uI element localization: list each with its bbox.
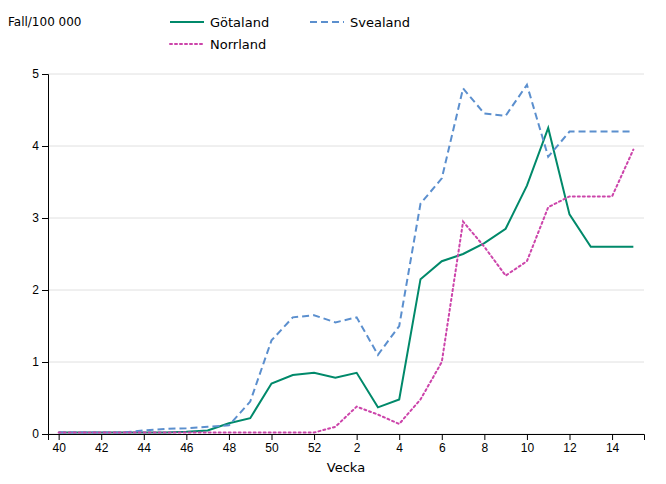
x-tick-label: 14 [606, 441, 620, 455]
chart: 404244464850522468101214012345VeckaFall/… [0, 0, 666, 484]
x-tick-label: 42 [95, 441, 109, 455]
x-tick-mark [527, 434, 528, 440]
x-tick-label: 10 [521, 441, 535, 455]
x-tick-label: 44 [138, 441, 152, 455]
legend: Götaland Svealand Norrland [170, 15, 410, 52]
x-tick-mark [101, 434, 102, 440]
x-tick-mark [612, 434, 613, 440]
x-tick: 2 [354, 434, 361, 455]
y-tick-mark [42, 218, 48, 219]
x-tick-mark [399, 434, 400, 440]
x-axis-title: Vecka [327, 460, 365, 475]
x-tick-label: 2 [354, 441, 361, 455]
y-axis: 0 1 2 3 4 5 [32, 67, 48, 441]
y-tick-mark [42, 290, 48, 291]
grid [48, 74, 644, 434]
x-tick-label: 8 [482, 441, 489, 455]
x-tick: 50 [265, 434, 279, 455]
legend-label: Norrland [210, 37, 266, 52]
y-tick-label: 3 [32, 211, 39, 225]
legend-swatch [170, 43, 204, 45]
grid-line [48, 74, 644, 75]
grid-line [48, 290, 644, 291]
x-tick: 48 [223, 434, 237, 455]
legend-swatch [310, 21, 344, 23]
x-tick: 14 [606, 434, 620, 455]
y-tick-label: 5 [32, 67, 39, 81]
x-axis: 404244464850522468101214 [49, 434, 645, 455]
series-line [59, 150, 634, 433]
grid-line [48, 218, 644, 219]
legend-item: Götaland [170, 15, 269, 30]
x-tick-label: 52 [308, 441, 322, 455]
x-tick-label: 46 [180, 441, 194, 455]
y-tick: 1 [32, 355, 48, 369]
legend-swatch [170, 21, 204, 23]
x-tick: 6 [439, 434, 446, 455]
y-tick-mark [42, 146, 48, 147]
grid-line [48, 362, 644, 363]
y-tick-label: 2 [32, 283, 39, 297]
y-tick: 4 [32, 139, 48, 153]
y-tick-mark [42, 362, 48, 363]
x-tick: 40 [52, 434, 66, 455]
x-tick-mark [314, 434, 315, 440]
x-tick-mark [186, 434, 187, 440]
x-tick-mark [484, 434, 485, 440]
y-axis-line [42, 75, 49, 435]
y-tick-label: 1 [32, 355, 39, 369]
x-tick-mark [59, 434, 60, 440]
y-axis-title: Fall/100 000 [8, 15, 82, 29]
legend-item: Svealand [310, 15, 410, 30]
plot-area [59, 85, 634, 433]
series-line [59, 128, 634, 433]
x-tick: 42 [95, 434, 109, 455]
x-tick-mark [272, 434, 273, 440]
x-tick-label: 40 [52, 441, 66, 455]
legend-label: Götaland [210, 15, 269, 30]
x-tick-mark [442, 434, 443, 440]
legend-label: Svealand [350, 15, 410, 30]
x-tick-mark [144, 434, 145, 440]
y-tick: 2 [32, 283, 48, 297]
x-tick-label: 4 [396, 441, 403, 455]
y-tick-label: 0 [32, 427, 39, 441]
y-tick: 3 [32, 211, 48, 225]
x-tick: 12 [563, 434, 577, 455]
x-tick-label: 12 [563, 441, 577, 455]
x-tick-mark [229, 434, 230, 440]
x-tick: 46 [180, 434, 194, 455]
x-tick: 10 [521, 434, 535, 455]
y-tick: 0 [32, 427, 48, 441]
y-tick-mark [42, 434, 48, 435]
x-axis-line [49, 435, 645, 441]
x-tick: 4 [396, 434, 403, 455]
chart-container: 404244464850522468101214012345VeckaFall/… [0, 0, 666, 484]
y-tick-mark [42, 74, 48, 75]
series-line [59, 85, 634, 433]
x-tick: 44 [138, 434, 152, 455]
x-tick-label: 48 [223, 441, 237, 455]
x-tick-label: 50 [265, 441, 279, 455]
grid-line [48, 146, 644, 147]
x-tick-label: 6 [439, 441, 446, 455]
y-tick-label: 4 [32, 139, 39, 153]
x-tick-mark [357, 434, 358, 440]
x-tick: 8 [482, 434, 489, 455]
y-tick: 5 [32, 67, 48, 81]
x-tick-mark [570, 434, 571, 440]
x-tick: 52 [308, 434, 322, 455]
legend-item: Norrland [170, 37, 266, 52]
